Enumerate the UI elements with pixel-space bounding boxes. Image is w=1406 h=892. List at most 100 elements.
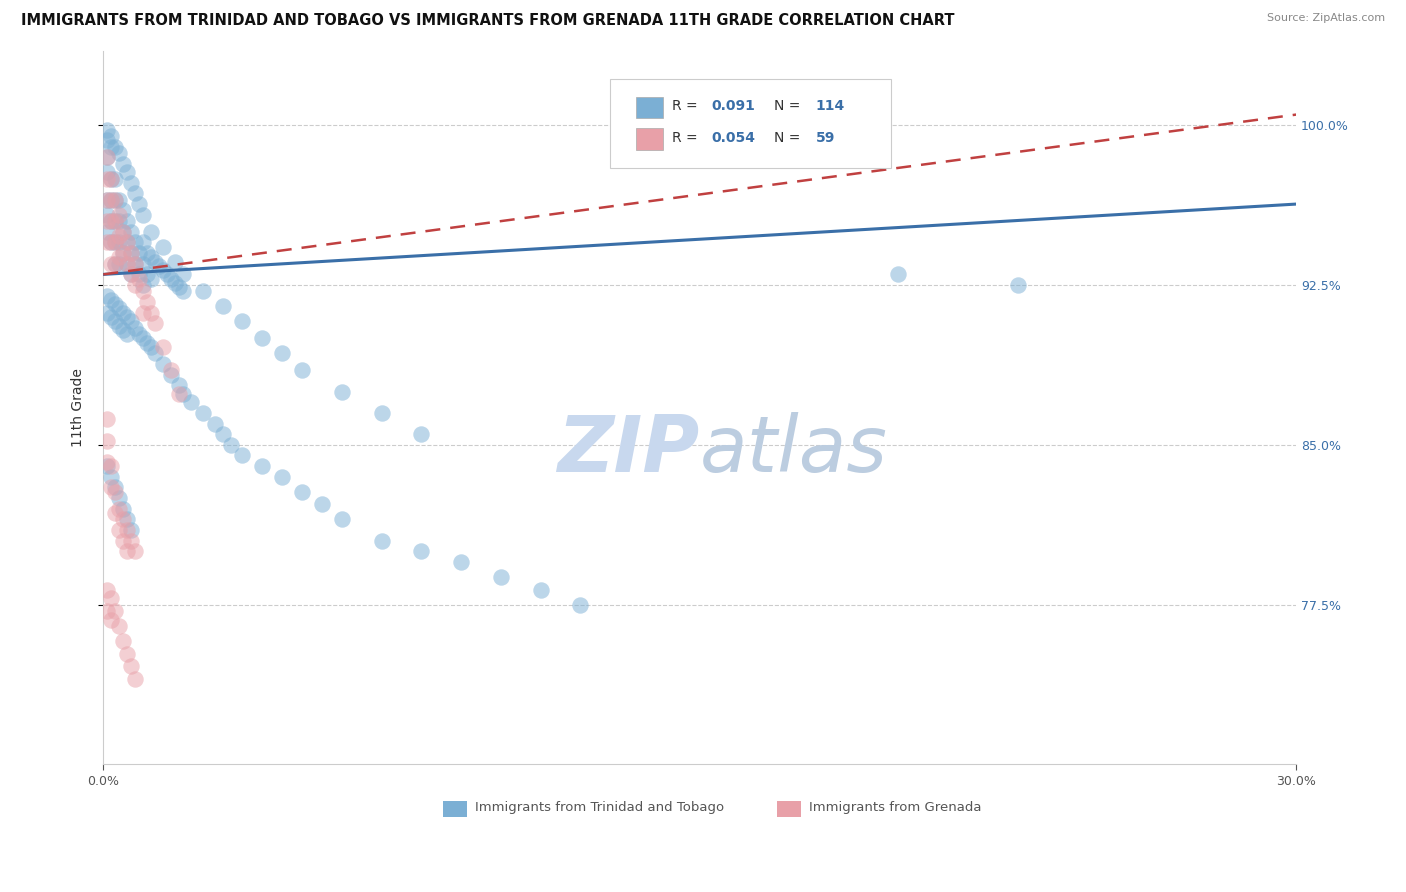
Point: [108, 318, 131, 333]
Point: [100, 470, 122, 484]
Point: [211, 299, 233, 313]
Point: [120, 523, 142, 537]
Point: [108, 229, 131, 244]
Point: [132, 208, 155, 222]
Point: [489, 570, 512, 584]
Point: [120, 268, 142, 282]
Text: N =: N =: [773, 131, 804, 145]
Point: [96, 150, 118, 164]
Point: [96, 165, 118, 179]
Point: [108, 145, 131, 160]
Point: [96, 225, 118, 239]
Point: [124, 544, 146, 558]
Point: [132, 257, 155, 271]
Text: 59: 59: [815, 131, 835, 145]
Point: [108, 251, 131, 265]
Point: [100, 171, 122, 186]
Point: [100, 480, 122, 494]
Point: [530, 582, 553, 597]
Point: [128, 246, 150, 260]
Point: [128, 326, 150, 341]
Point: [136, 295, 159, 310]
Point: [96, 288, 118, 302]
Point: [370, 533, 392, 548]
Point: [124, 320, 146, 334]
Point: [136, 246, 159, 260]
Point: [311, 498, 333, 512]
Point: [108, 208, 131, 222]
Point: [450, 555, 472, 569]
Point: [112, 633, 135, 648]
Point: [291, 484, 314, 499]
Point: [156, 268, 179, 282]
Point: [96, 306, 118, 320]
Point: [112, 225, 135, 239]
Point: [112, 203, 135, 218]
Point: [104, 314, 127, 328]
Point: [112, 246, 135, 260]
Point: [124, 257, 146, 271]
Point: [143, 317, 166, 331]
Point: [96, 235, 118, 250]
Point: [887, 268, 910, 282]
Text: Immigrants from Trinidad and Tobago: Immigrants from Trinidad and Tobago: [475, 801, 724, 814]
Point: [231, 449, 253, 463]
Point: [115, 235, 138, 250]
Point: [112, 246, 135, 260]
Point: [112, 512, 135, 526]
Point: [160, 368, 183, 382]
Point: [115, 165, 138, 179]
Point: [330, 512, 353, 526]
Point: [163, 254, 186, 268]
Text: R =: R =: [672, 131, 702, 145]
Point: [152, 240, 174, 254]
Point: [100, 459, 122, 474]
Point: [96, 193, 118, 207]
Text: IMMIGRANTS FROM TRINIDAD AND TOBAGO VS IMMIGRANTS FROM GRENADA 11TH GRADE CORREL: IMMIGRANTS FROM TRINIDAD AND TOBAGO VS I…: [21, 13, 955, 29]
Point: [100, 257, 122, 271]
Point: [172, 268, 194, 282]
Point: [124, 186, 146, 201]
Point: [108, 619, 131, 633]
Point: [96, 434, 118, 448]
Point: [104, 480, 127, 494]
Point: [115, 326, 138, 341]
Point: [100, 235, 122, 250]
Point: [108, 214, 131, 228]
Point: [108, 523, 131, 537]
Point: [96, 582, 118, 597]
Text: R =: R =: [672, 99, 702, 113]
Point: [100, 310, 122, 324]
Point: [104, 257, 127, 271]
Point: [115, 512, 138, 526]
Point: [104, 214, 127, 228]
Point: [167, 378, 190, 392]
Point: [180, 395, 202, 409]
Point: [104, 193, 127, 207]
Point: [271, 346, 294, 360]
Point: [167, 280, 190, 294]
Point: [411, 544, 433, 558]
Point: [108, 235, 131, 250]
Point: [100, 293, 122, 307]
Point: [104, 235, 127, 250]
Text: Immigrants from Grenada: Immigrants from Grenada: [810, 801, 981, 814]
Point: [115, 523, 138, 537]
Point: [115, 647, 138, 661]
Point: [100, 193, 122, 207]
Point: [100, 591, 122, 606]
Point: [132, 331, 155, 345]
Point: [120, 659, 142, 673]
Point: [132, 306, 155, 320]
Point: [148, 259, 170, 273]
Point: [120, 225, 142, 239]
Point: [115, 310, 138, 324]
Point: [96, 150, 118, 164]
Point: [120, 246, 142, 260]
Point: [172, 386, 194, 401]
Point: [120, 314, 142, 328]
Point: [132, 235, 155, 250]
Text: 0.091: 0.091: [711, 99, 755, 113]
Point: [112, 533, 135, 548]
Point: [100, 613, 122, 627]
